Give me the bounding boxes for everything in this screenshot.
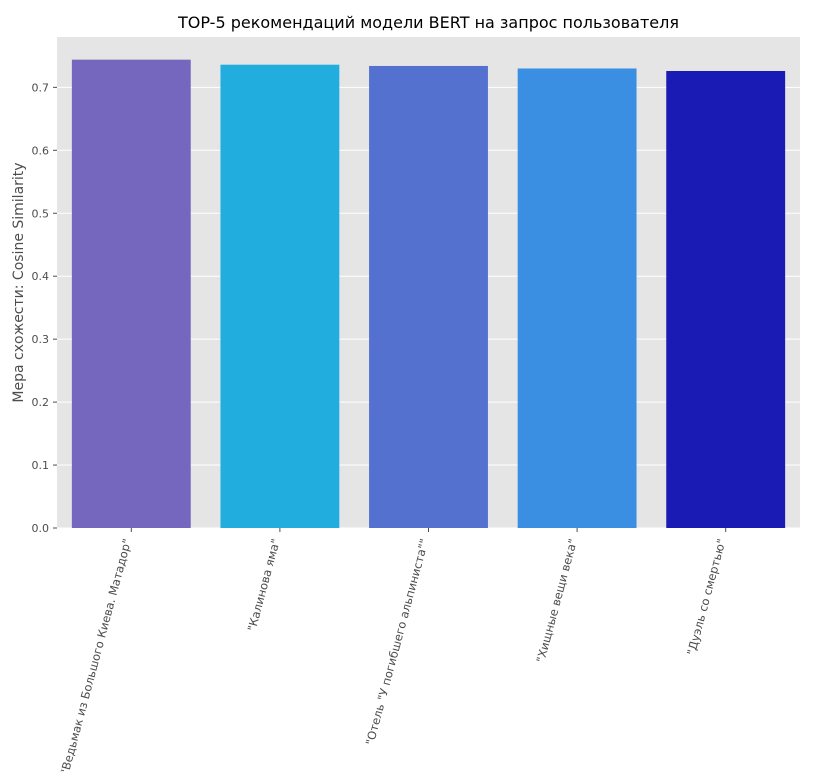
- x-tick-label: "Отель "У погибшего альпиниста"": [363, 537, 432, 747]
- y-tick-label: 0.1: [32, 459, 50, 472]
- chart-title: TOP-5 рекомендаций модели BERT на запрос…: [177, 13, 679, 32]
- bar: [666, 70, 786, 528]
- y-tick-label: 0.2: [32, 396, 50, 409]
- bar: [71, 59, 191, 529]
- bar: [369, 65, 488, 528]
- x-axis-ticks: "Ведьмак из Большого Киева. Матадор" "Кал…: [58, 528, 729, 772]
- y-tick-label: 0.3: [32, 333, 50, 346]
- y-axis-label: Мера схожести: Cosine Similarity: [11, 162, 27, 402]
- bars: [71, 59, 786, 529]
- y-tick-label: 0.0: [32, 522, 50, 535]
- bar: [517, 68, 637, 528]
- x-tick-label: "Дуэль со смертью": [684, 537, 729, 657]
- y-tick-label: 0.6: [32, 144, 50, 157]
- y-axis-ticks: 0.0 0.1 0.2 0.3 0.4 0.5 0.6 0.7: [32, 81, 57, 535]
- x-tick-label: "Калинова яма": [245, 537, 283, 633]
- bar: [220, 64, 340, 528]
- y-tick-label: 0.5: [32, 207, 50, 220]
- x-tick-label: "Хищные вещи века": [533, 537, 580, 664]
- y-tick-label: 0.4: [32, 270, 50, 283]
- y-tick-label: 0.7: [32, 81, 50, 94]
- x-tick-label: "Ведьмак из Большого Киева. Матадор": [58, 537, 135, 772]
